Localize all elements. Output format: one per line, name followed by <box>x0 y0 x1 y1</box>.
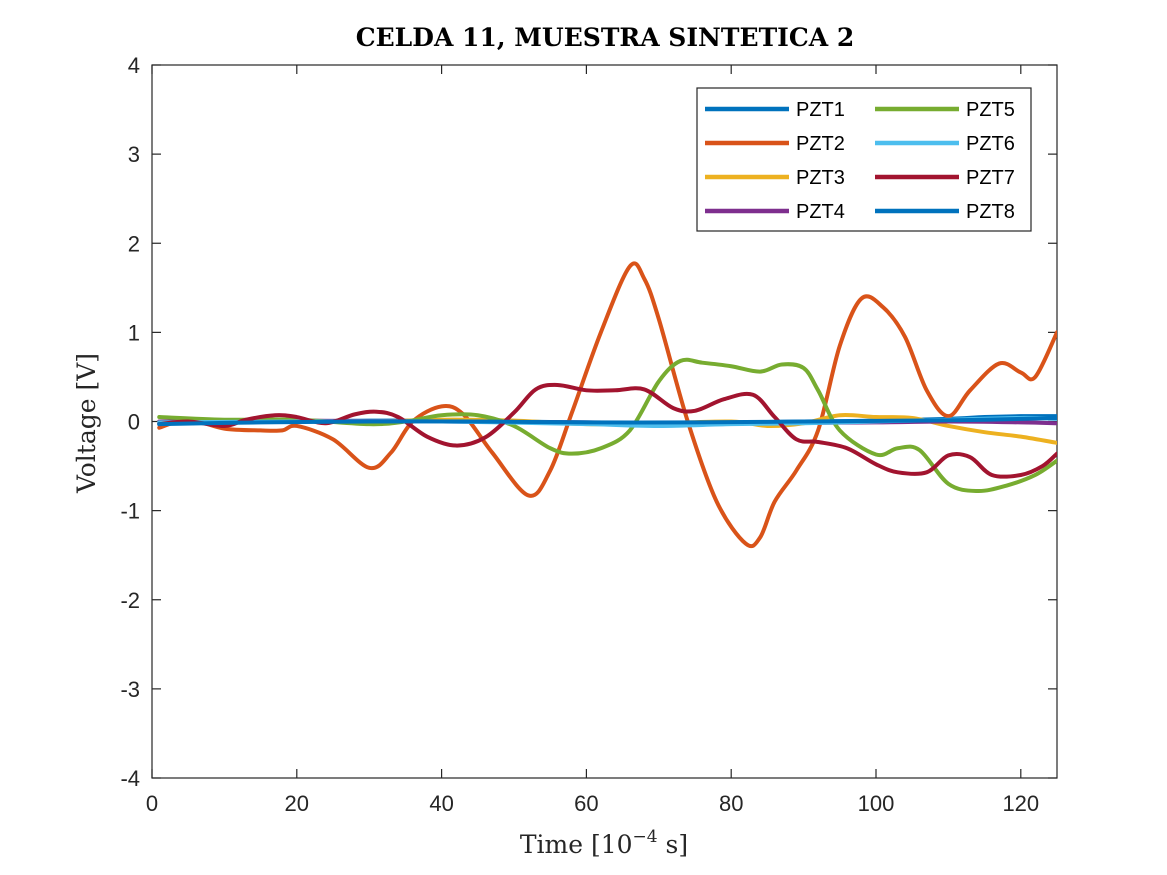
y-tick-label: 3 <box>128 142 140 167</box>
chart-title: CELDA 11, MUESTRA SINTETICA 2 <box>356 23 855 52</box>
y-tick-label: -1 <box>120 499 140 524</box>
x-tick-label: 40 <box>429 791 453 816</box>
y-tick-label: 4 <box>128 53 140 78</box>
x-tick-label: 20 <box>285 791 309 816</box>
series-line-pzt2 <box>157 261 1057 549</box>
axis-ticks <box>151 64 1057 779</box>
series-lines <box>157 261 1057 549</box>
y-tick-label: 1 <box>128 320 140 345</box>
x-axis-label-unit: s] <box>658 830 689 859</box>
x-tick-label: 100 <box>858 791 895 816</box>
y-tick-label: 2 <box>128 231 140 256</box>
y-tick-label: -4 <box>120 766 140 791</box>
y-tick-label: 0 <box>128 410 140 435</box>
y-tick-label: -3 <box>120 677 140 702</box>
x-axis-label-exponent: −4 <box>633 827 658 847</box>
legend: PZT1 PZT2 PZT3 PZT4 PZT5 PZT6 PZT7 PZT8 <box>696 87 1032 232</box>
legend-label-pzt3: PZT3 <box>796 167 845 189</box>
series-line-pzt8 <box>157 415 1057 427</box>
x-tick-label: 120 <box>1002 791 1039 816</box>
legend-label-pzt8: PZT8 <box>966 201 1015 223</box>
x-tick-label: 80 <box>719 791 743 816</box>
legend-label-pzt2: PZT2 <box>796 133 845 155</box>
tick-labels: 0 20 40 60 80 100 120 -4 -3 -2 -1 0 1 2 3 4 <box>120 53 1039 816</box>
x-tick-label: 60 <box>574 791 598 816</box>
legend-box <box>696 87 1032 232</box>
legend-label-pzt6: PZT6 <box>966 133 1015 155</box>
series-line-pzt5 <box>157 357 1057 494</box>
y-axis-label: Voltage [V] <box>72 353 101 494</box>
x-tick-label: 0 <box>146 791 158 816</box>
legend-label-pzt1: PZT1 <box>796 99 845 121</box>
legend-label-pzt5: PZT5 <box>966 99 1015 121</box>
x-axis-label-text: Time [10 <box>520 830 633 859</box>
y-tick-label: -2 <box>120 588 140 613</box>
legend-label-pzt4: PZT4 <box>796 201 845 223</box>
legend-label-pzt7: PZT7 <box>966 167 1015 189</box>
x-axis-label: Time [10−4 s] <box>520 827 688 859</box>
